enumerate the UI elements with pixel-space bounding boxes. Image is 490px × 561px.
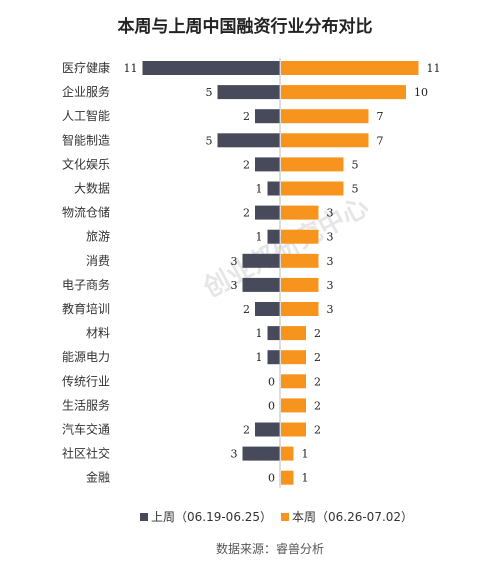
category-label: 汽车交通	[62, 422, 110, 437]
bar-this-week	[281, 374, 306, 389]
value-label-last-week: 2	[243, 110, 250, 123]
value-label-this-week: 3	[327, 303, 334, 316]
bar-last-week	[255, 157, 280, 172]
value-label-this-week: 5	[352, 158, 359, 171]
value-label-last-week: 2	[243, 158, 250, 171]
category-label: 能源电力	[62, 350, 110, 364]
bar-last-week	[255, 205, 280, 220]
legend: 上周（06.19-06.25） 本周（06.26-07.02）	[140, 510, 413, 524]
value-label-last-week: 5	[206, 134, 213, 147]
value-label-last-week: 1	[256, 183, 263, 196]
category-label: 生活服务	[62, 397, 110, 412]
bar-last-week	[242, 446, 280, 461]
bar-this-week	[281, 109, 369, 124]
bar-this-week	[281, 253, 319, 268]
category-label: 文化娱乐	[62, 156, 110, 171]
value-label-this-week: 3	[327, 231, 334, 244]
category-label: 智能制造	[62, 132, 110, 147]
value-label-this-week: 3	[327, 207, 334, 220]
value-label-this-week: 2	[314, 424, 321, 437]
bar-this-week	[281, 326, 306, 341]
category-label: 社区社交	[62, 446, 110, 461]
category-label: 电子商务	[62, 277, 110, 292]
value-label-this-week: 7	[377, 110, 384, 123]
bar-last-week	[242, 277, 280, 292]
bar-last-week	[142, 61, 280, 75]
category-label: 旅游	[86, 230, 110, 244]
category-label: 传统行业	[62, 373, 110, 388]
value-label-last-week: 11	[124, 62, 138, 75]
value-label-this-week: 2	[314, 327, 321, 340]
value-label-last-week: 3	[231, 448, 238, 461]
value-label-last-week: 3	[231, 255, 238, 268]
value-label-this-week: 7	[377, 134, 384, 147]
bar-last-week	[267, 181, 280, 196]
bar-last-week	[267, 326, 280, 341]
value-label-last-week: 2	[243, 207, 250, 220]
category-label: 医疗健康	[62, 60, 110, 75]
value-label-this-week: 2	[314, 351, 321, 364]
bar-this-week	[281, 302, 319, 316]
bar-last-week	[242, 253, 280, 268]
value-label-last-week: 0	[268, 399, 275, 412]
bar-this-week	[281, 398, 306, 413]
value-label-this-week: 10	[414, 86, 428, 99]
value-label-this-week: 5	[352, 183, 359, 196]
value-label-last-week: 0	[268, 472, 275, 485]
bar-last-week	[255, 109, 280, 124]
bar-this-week	[281, 422, 306, 437]
category-label: 金融	[86, 470, 110, 485]
category-label: 材料	[86, 326, 110, 340]
chart-title: 本周与上周中国融资行业分布对比	[118, 16, 373, 37]
legend-label-last-week: 上周（06.19-06.25）	[151, 510, 272, 524]
bar-this-week	[281, 277, 319, 292]
category-label: 企业服务	[62, 84, 110, 99]
value-label-last-week: 1	[256, 351, 263, 364]
legend-label-this-week: 本周（06.26-07.02）	[292, 510, 413, 524]
bar-last-week	[255, 302, 280, 316]
category-label: 人工智能	[62, 108, 110, 123]
value-label-last-week: 0	[268, 375, 275, 388]
bar-last-week	[217, 133, 280, 148]
bar-this-week	[281, 181, 344, 196]
value-label-this-week: 3	[327, 255, 334, 268]
category-label: 大数据	[74, 181, 110, 196]
category-label: 消费	[86, 254, 110, 268]
value-label-last-week: 2	[243, 424, 250, 437]
value-label-last-week: 1	[256, 231, 263, 244]
category-label: 教育培训	[62, 301, 110, 316]
value-label-this-week: 2	[314, 375, 321, 388]
legend-swatch-last-week	[140, 513, 148, 521]
bar-this-week	[281, 133, 369, 148]
bar-this-week	[281, 205, 319, 220]
value-label-last-week: 2	[243, 303, 250, 316]
bar-this-week	[281, 470, 294, 485]
bar-this-week	[281, 157, 344, 172]
category-label: 物流仓储	[62, 205, 110, 220]
bar-this-week	[281, 61, 419, 75]
bar-this-week	[281, 85, 406, 100]
bar-last-week	[267, 350, 280, 365]
value-label-this-week: 3	[327, 279, 334, 292]
value-label-last-week: 5	[206, 86, 213, 99]
value-label-last-week: 1	[256, 327, 263, 340]
legend-swatch-this-week	[281, 513, 289, 521]
value-label-this-week: 11	[427, 62, 441, 75]
bar-last-week	[217, 85, 280, 100]
bar-last-week	[255, 422, 280, 437]
value-label-last-week: 3	[231, 279, 238, 292]
bar-this-week	[281, 446, 294, 461]
value-label-this-week: 2	[314, 399, 321, 412]
data-source: 数据来源：睿兽分析	[216, 541, 324, 556]
value-label-this-week: 1	[302, 472, 309, 485]
bar-last-week	[267, 229, 280, 244]
bar-this-week	[281, 229, 319, 244]
bar-this-week	[281, 350, 306, 365]
value-label-this-week: 1	[302, 448, 309, 461]
